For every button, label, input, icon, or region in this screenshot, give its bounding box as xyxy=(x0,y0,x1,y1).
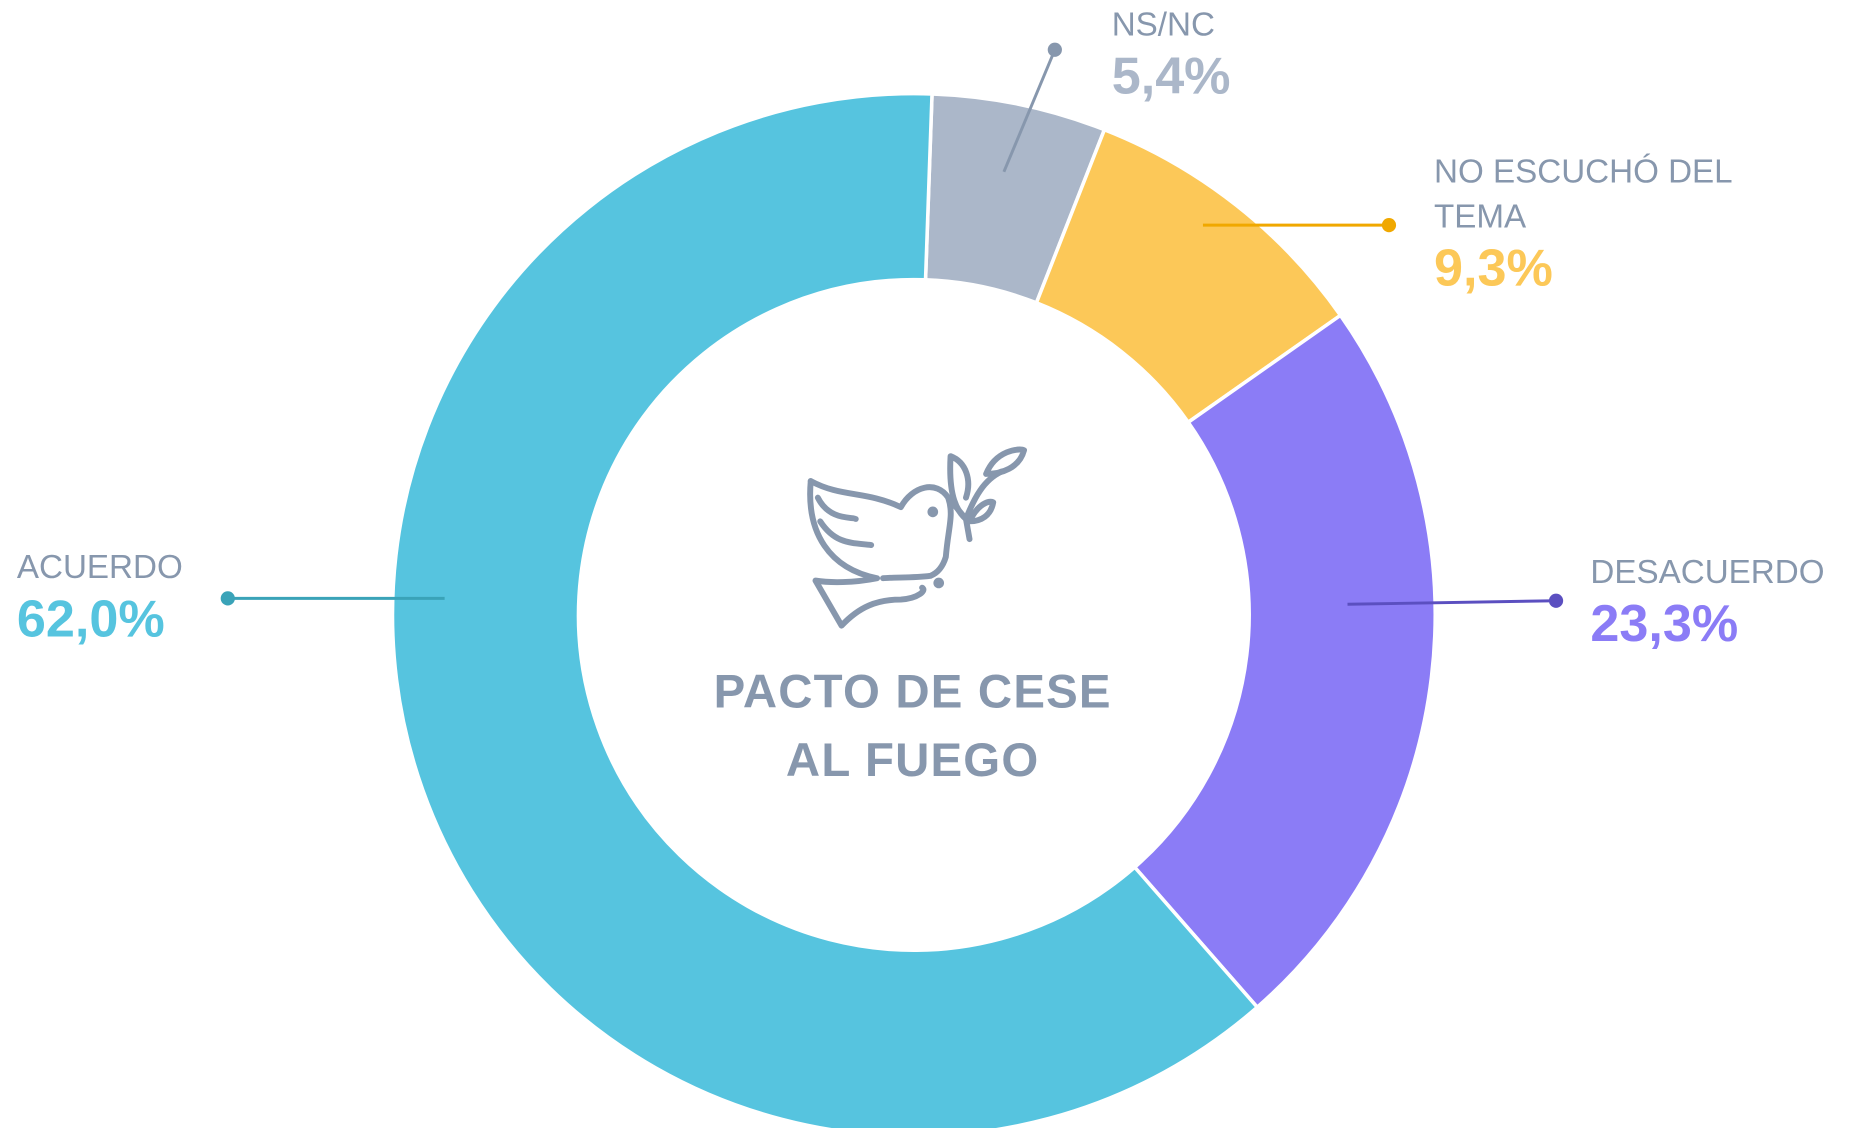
value-label: 62,0% xyxy=(16,590,165,649)
value-label: 5,4% xyxy=(1111,47,1231,106)
label-group: DESACUERDO 23,3% xyxy=(1590,550,1845,654)
leader-line xyxy=(1002,49,1057,173)
label-box: ACUERDO 62,0% xyxy=(17,545,278,649)
label-group: NO ESCUCHÓ DEL TEMA 9,3% xyxy=(1434,149,1742,298)
segments xyxy=(390,91,1437,1128)
value-label: 9,3% xyxy=(1433,239,1553,298)
leader-dot xyxy=(1548,593,1564,608)
label-group: NS/NC 5,4% xyxy=(1112,2,1373,106)
donut-segment xyxy=(390,91,1260,1128)
dove-icon xyxy=(807,446,1027,629)
leader-line xyxy=(1347,599,1557,606)
category-label: NS/NC xyxy=(1111,5,1215,43)
center-title-box: PACTO DE CESE AL FUEGO xyxy=(713,665,1112,787)
chart-title: PACTO DE CESE AL FUEGO xyxy=(713,665,1112,787)
leader-dot xyxy=(1047,42,1062,57)
category-label: DESACUERDO xyxy=(1590,553,1825,591)
leader-dot xyxy=(220,591,235,606)
category-label: ACUERDO xyxy=(16,548,183,586)
value-label: 23,3% xyxy=(1590,594,1739,653)
label-box: NS/NC 5,4% xyxy=(1112,2,1373,106)
leader-dot xyxy=(1381,218,1397,233)
donut-segment xyxy=(1132,312,1437,1010)
label-group: ACUERDO 62,0% xyxy=(17,545,278,649)
category-label: NO ESCUCHÓ DEL TEMA xyxy=(1433,152,1732,235)
